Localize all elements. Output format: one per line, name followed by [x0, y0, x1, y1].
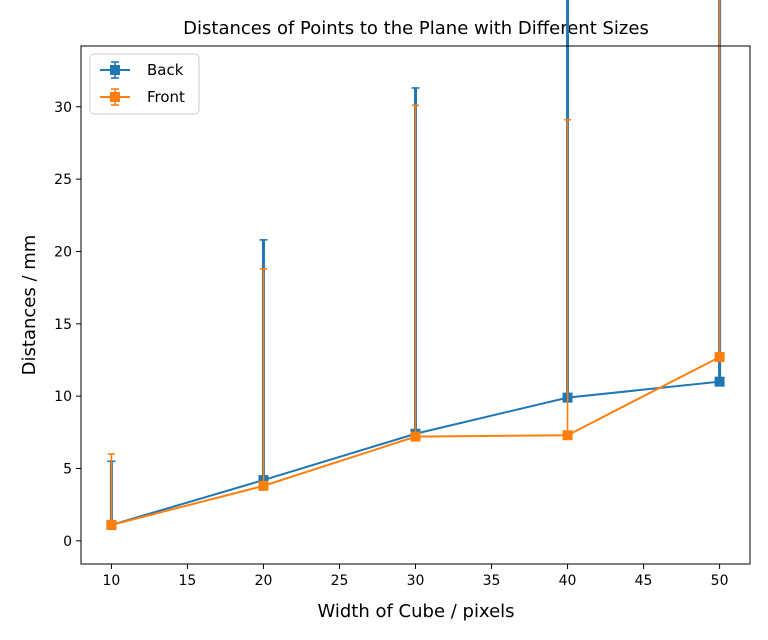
y-tick-label: 0: [63, 534, 72, 550]
plot-frame: [80, 45, 751, 565]
x-tick-label: 40: [559, 573, 577, 589]
legend-label: Back: [147, 61, 184, 79]
legend-marker: [110, 92, 120, 102]
data-point: [714, 376, 725, 387]
y-tick-label: 30: [54, 100, 72, 116]
data-point: [410, 431, 421, 442]
legend-item-front: Front: [100, 88, 185, 106]
y-tick-label: 10: [54, 389, 72, 405]
x-axis-label: Width of Cube / pixels: [317, 601, 514, 622]
series-layer: [106, 0, 725, 530]
legend: Back Front: [89, 53, 200, 115]
y-tick-label: 15: [54, 317, 72, 333]
y-tick-label: 25: [54, 172, 72, 188]
x-tick-label: 50: [711, 573, 729, 589]
series-front: [106, 0, 725, 530]
legend-marker: [110, 65, 120, 75]
y-axis-ticks: 0 5 10 15 20 25 30: [54, 100, 81, 550]
x-tick-label: 25: [331, 573, 349, 589]
legend-item-back: Back: [100, 61, 184, 79]
data-point: [106, 519, 117, 530]
legend-label: Front: [147, 88, 185, 106]
x-tick-label: 35: [483, 573, 501, 589]
x-axis-ticks: 10 15 20 25 30 35 40 45 50: [102, 564, 729, 589]
x-tick-label: 10: [102, 573, 120, 589]
x-tick-label: 20: [255, 573, 273, 589]
data-point: [258, 480, 269, 491]
x-tick-label: 15: [179, 573, 197, 589]
y-tick-label: 20: [54, 244, 72, 260]
y-axis-label: Distances / mm: [19, 235, 40, 376]
data-point: [562, 430, 573, 441]
x-tick-label: 30: [407, 573, 425, 589]
y-tick-label: 5: [63, 462, 72, 478]
data-point: [714, 352, 725, 363]
chart-title: Distances of Points to the Plane with Di…: [183, 18, 649, 39]
x-tick-label: 45: [635, 573, 653, 589]
